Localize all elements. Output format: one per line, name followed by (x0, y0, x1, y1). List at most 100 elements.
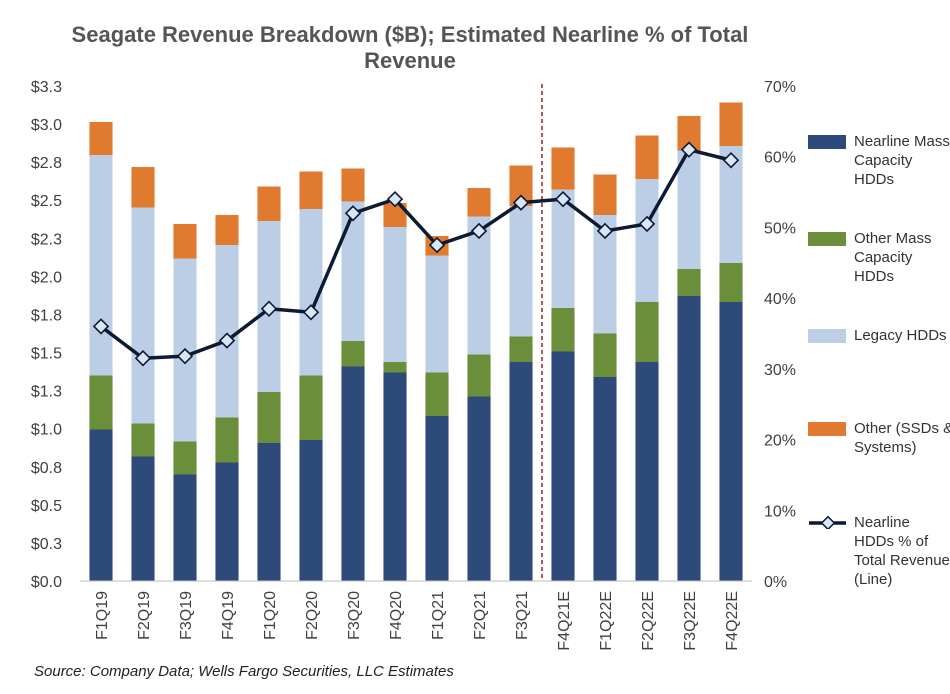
bar-segment (719, 146, 743, 263)
y-tick-label: $0.0 (31, 574, 62, 591)
legend-swatch (808, 329, 846, 343)
bar-segment (173, 474, 197, 581)
bar-segment (635, 302, 659, 362)
line-point (218, 332, 236, 349)
y2-tick-label: 30% (764, 362, 796, 379)
nearline-pct-line (99, 147, 732, 360)
bar-segment (551, 189, 575, 308)
bar-segment (299, 440, 323, 581)
line-point (92, 318, 110, 335)
bar-segment (635, 362, 659, 581)
legend-label: Nearline HDDs % of Total Revenue (Line) (854, 514, 950, 588)
line-point (470, 222, 488, 240)
x-tick-label: F4Q20 (388, 591, 405, 640)
line-point (386, 190, 404, 208)
legend-label: Legacy HDDs (854, 327, 947, 344)
line-point (176, 347, 194, 365)
legend-label: Other Mass Capacity HDDs (854, 230, 932, 285)
bar-segment (215, 215, 239, 245)
bar-segment (719, 263, 743, 302)
legend-label: Other (SSDs & Systems) (854, 420, 950, 456)
bar-segment (383, 203, 407, 227)
bar-segment (467, 396, 491, 581)
bar-segment (677, 150, 701, 269)
bar-segment (89, 429, 113, 581)
bar-segment (131, 207, 155, 424)
bar-segment (131, 167, 155, 208)
bar-segment (341, 341, 365, 367)
y-tick-label: $2.5 (31, 193, 62, 210)
line-point (428, 236, 446, 254)
chart-title: Seagate Revenue Breakdown ($B); Estimate… (71, 22, 749, 73)
x-tick-label: F1Q20 (262, 591, 279, 640)
bar-segment (677, 296, 701, 581)
x-tick-label: F3Q20 (346, 591, 363, 640)
y-tick-label: $0.8 (31, 460, 62, 477)
legend-swatch (808, 422, 846, 436)
line-point (638, 215, 656, 233)
bar-segment (383, 372, 407, 581)
bar-segment (677, 269, 701, 296)
line-point (512, 194, 530, 211)
x-tick-label: F2Q21 (472, 591, 489, 640)
source-note: Source: Company Data; Wells Fargo Securi… (34, 663, 454, 680)
y2-tick-label: 40% (764, 291, 796, 308)
y2-tick-label: 60% (764, 150, 796, 167)
bar-segment (593, 377, 617, 581)
y-tick-label: $1.5 (31, 346, 62, 363)
y2-tick-label: 20% (764, 433, 796, 450)
legend-label: Nearline Mass Capacity HDDs (854, 133, 950, 188)
bar-segment (425, 416, 449, 581)
y-tick-label: $1.0 (31, 422, 62, 439)
line-point (680, 141, 698, 158)
bar-segment (635, 135, 659, 179)
bar-segment (257, 186, 281, 221)
bar-segment (551, 147, 575, 190)
bar-segment (215, 245, 239, 418)
y2-tick-label: 50% (764, 220, 796, 237)
bar-segment (383, 227, 407, 362)
line-point (134, 350, 152, 367)
y-tick-label: $2.3 (31, 231, 62, 248)
bar-segment (719, 102, 743, 146)
bar-segment (509, 336, 533, 362)
bar-segment (257, 392, 281, 443)
y2-tick-label: 0% (764, 574, 787, 591)
line-point (302, 304, 320, 321)
x-tick-label: F1Q22E (598, 591, 615, 651)
y-tick-label: $2.0 (31, 269, 62, 286)
y-tick-label: $1.8 (31, 307, 62, 324)
line-point (722, 152, 740, 169)
x-tick-label: F4Q19 (220, 591, 237, 640)
bar-segment (635, 179, 659, 302)
bar-segment (677, 116, 701, 151)
bar-segment (131, 456, 155, 581)
y2-tick-label: 10% (764, 503, 796, 520)
bar-segment (173, 224, 197, 259)
x-tick-label: F2Q20 (304, 591, 321, 640)
y-tick-label: $2.8 (31, 155, 62, 172)
x-tick-label: F3Q21 (514, 591, 531, 640)
x-tick-label: F2Q22E (640, 591, 657, 651)
x-tick-label: F3Q22E (682, 591, 699, 651)
line-point (344, 205, 362, 222)
y-tick-label: $1.3 (31, 384, 62, 401)
bar-segment (341, 201, 365, 341)
bar-segment (257, 443, 281, 581)
x-tick-label: F4Q21E (556, 591, 573, 651)
bar-segment (509, 165, 533, 206)
bar-segment (509, 362, 533, 581)
bar-segment (551, 351, 575, 581)
bar-segment (509, 206, 533, 337)
line-point (596, 222, 614, 240)
bar-segment (215, 462, 239, 581)
y-tick-label: $0.5 (31, 498, 62, 515)
legend-line-swatch (809, 515, 846, 529)
y-tick-label: $3.0 (31, 117, 62, 134)
legend-swatch (808, 232, 846, 246)
x-tick-label: F2Q19 (136, 591, 153, 640)
bar-segment (215, 417, 239, 463)
x-tick-label: F4Q22E (724, 591, 741, 651)
x-tick-label: F3Q19 (178, 591, 195, 640)
